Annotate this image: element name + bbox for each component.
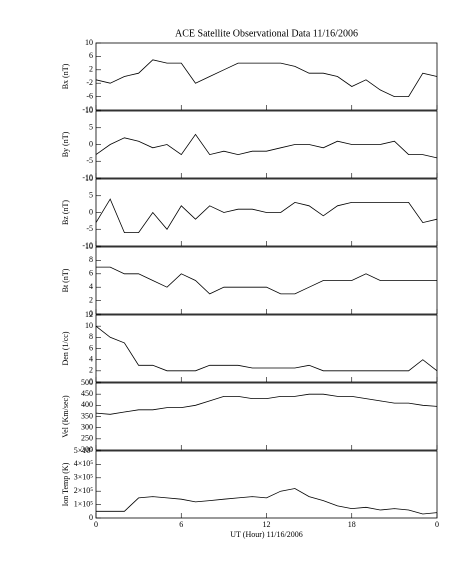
x-axis-label: UT (Hour) 11/16/2006 [230, 530, 302, 539]
data-line [95, 198, 438, 233]
y-tick-label: 400 [81, 400, 93, 409]
y-tick-label: -10 [82, 173, 93, 182]
panel-frame [95, 314, 438, 383]
y-tick-label: 5 [89, 191, 93, 200]
y-tick-label: 0 [89, 377, 93, 386]
data-line [95, 325, 438, 372]
y-tick-label: 300 [81, 422, 93, 431]
y-tick-label: 6 [89, 343, 93, 352]
panel-frame [95, 382, 438, 451]
y-tick-label: 3×10⁵ [74, 473, 94, 482]
y-tick-label: 4 [89, 354, 93, 363]
y-tick-label: 10 [85, 174, 93, 183]
y-tick-label: 200 [81, 445, 93, 454]
y-tick-label: 6 [89, 269, 93, 278]
y-tick-label: 2 [89, 366, 93, 375]
y-tick-label: 10 [85, 321, 93, 330]
data-line [95, 59, 438, 97]
y-tick-label: 500 [81, 378, 93, 387]
x-tick-label: 0 [94, 520, 98, 529]
y-tick-label: -2 [86, 78, 93, 87]
y-tick-label: 12 [85, 310, 93, 319]
y-tick-label: 2 [89, 295, 93, 304]
y-tick-label: 350 [81, 411, 93, 420]
x-tick-label: 12 [263, 520, 271, 529]
y-axis-label: Vel (Km/sec) [61, 395, 70, 438]
y-tick-label: 10 [85, 106, 93, 115]
y-tick-label: 0 [89, 139, 93, 148]
y-axis-label: Den (1/cc) [61, 331, 70, 365]
y-axis-label: By (nT) [61, 131, 70, 157]
y-tick-label: 4 [89, 282, 93, 291]
x-tick-label: 6 [179, 520, 183, 529]
y-tick-label: -10 [82, 105, 93, 114]
y-axis-label: Bx (nT) [61, 63, 70, 89]
x-tick-label: 18 [348, 520, 356, 529]
data-line [96, 488, 438, 515]
y-tick-label: -10 [82, 241, 93, 250]
y-tick-label: 250 [81, 434, 93, 443]
y-tick-label: 5×10⁵ [74, 446, 94, 455]
y-tick-label: 0 [89, 309, 93, 318]
y-tick-label: 450 [81, 389, 93, 398]
y-tick-label: 4×10⁵ [74, 459, 94, 468]
y-tick-label: -5 [86, 224, 93, 233]
y-tick-label: 10 [85, 38, 93, 47]
y-tick-label: -5 [86, 156, 93, 165]
y-axis-label: Ion Temp (K) [61, 462, 70, 506]
y-tick-label: -6 [86, 91, 93, 100]
panel-frame [95, 110, 438, 179]
y-axis-label: Bt (nT) [61, 268, 70, 292]
y-tick-label: 10 [85, 242, 93, 251]
panel-frame [95, 450, 438, 519]
data-line [95, 393, 438, 415]
data-line [96, 266, 437, 295]
y-tick-label: 5 [89, 123, 93, 132]
y-tick-label: 8 [89, 255, 93, 264]
x-tick-label: 0 [435, 520, 439, 529]
y-tick-label: 2×10⁵ [74, 486, 94, 495]
y-tick-label: 1×10⁵ [74, 499, 94, 508]
y-tick-label: 2 [89, 65, 93, 74]
y-tick-label: 6 [89, 51, 93, 60]
y-tick-label: 0 [89, 513, 93, 522]
panel-frame [95, 42, 438, 111]
y-tick-label: 8 [89, 332, 93, 341]
y-axis-label: Bz (nT) [61, 200, 70, 225]
data-line [95, 133, 438, 159]
y-tick-label: 0 [89, 207, 93, 216]
chart-title: ACE Satellite Observational Data 11/16/2… [175, 28, 358, 39]
